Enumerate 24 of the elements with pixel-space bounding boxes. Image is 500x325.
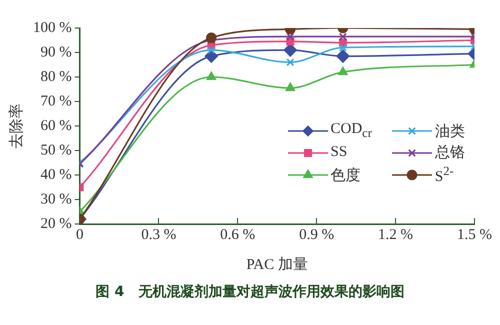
y-tick-label: 90 % — [40, 44, 72, 60]
y-tick-label: 60 % — [40, 118, 72, 134]
x-axis-title: PAC 加量 — [246, 256, 308, 273]
caption: 图 4 无机混凝剂加量对超声波作用效果的影响图 — [94, 283, 406, 301]
y-tick-label: 70 % — [40, 93, 72, 110]
legend-label: 油类 — [434, 122, 465, 140]
y-axis-title: 去除率 — [8, 104, 25, 148]
x-tick-label: 1.5 % — [457, 226, 492, 243]
x-tick-label: 1.2 % — [378, 226, 414, 243]
x-tick-label: 0.9 % — [299, 226, 334, 243]
legend-label: SS — [330, 144, 348, 161]
x-tick-label: 0 — [76, 226, 84, 243]
y-tick-label: 30 % — [40, 191, 72, 208]
legend-label: 色度 — [330, 166, 360, 184]
legend-label: COD$_{cr}$ — [330, 121, 372, 141]
x-tick-label: 0.6 % — [220, 226, 256, 243]
x-tick-label: 0.3 % — [141, 226, 176, 243]
y-tick-label: 50 % — [40, 142, 72, 158]
y-tick-label: 100 % — [32, 20, 72, 36]
legend-label: S$^{2-}$ — [434, 164, 454, 186]
legend-label: 总铬 — [434, 144, 465, 162]
y-tick-label: 40 % — [40, 166, 72, 183]
y-tick-label: 80 % — [40, 68, 72, 85]
y-tick-label: 20 % — [40, 216, 72, 232]
